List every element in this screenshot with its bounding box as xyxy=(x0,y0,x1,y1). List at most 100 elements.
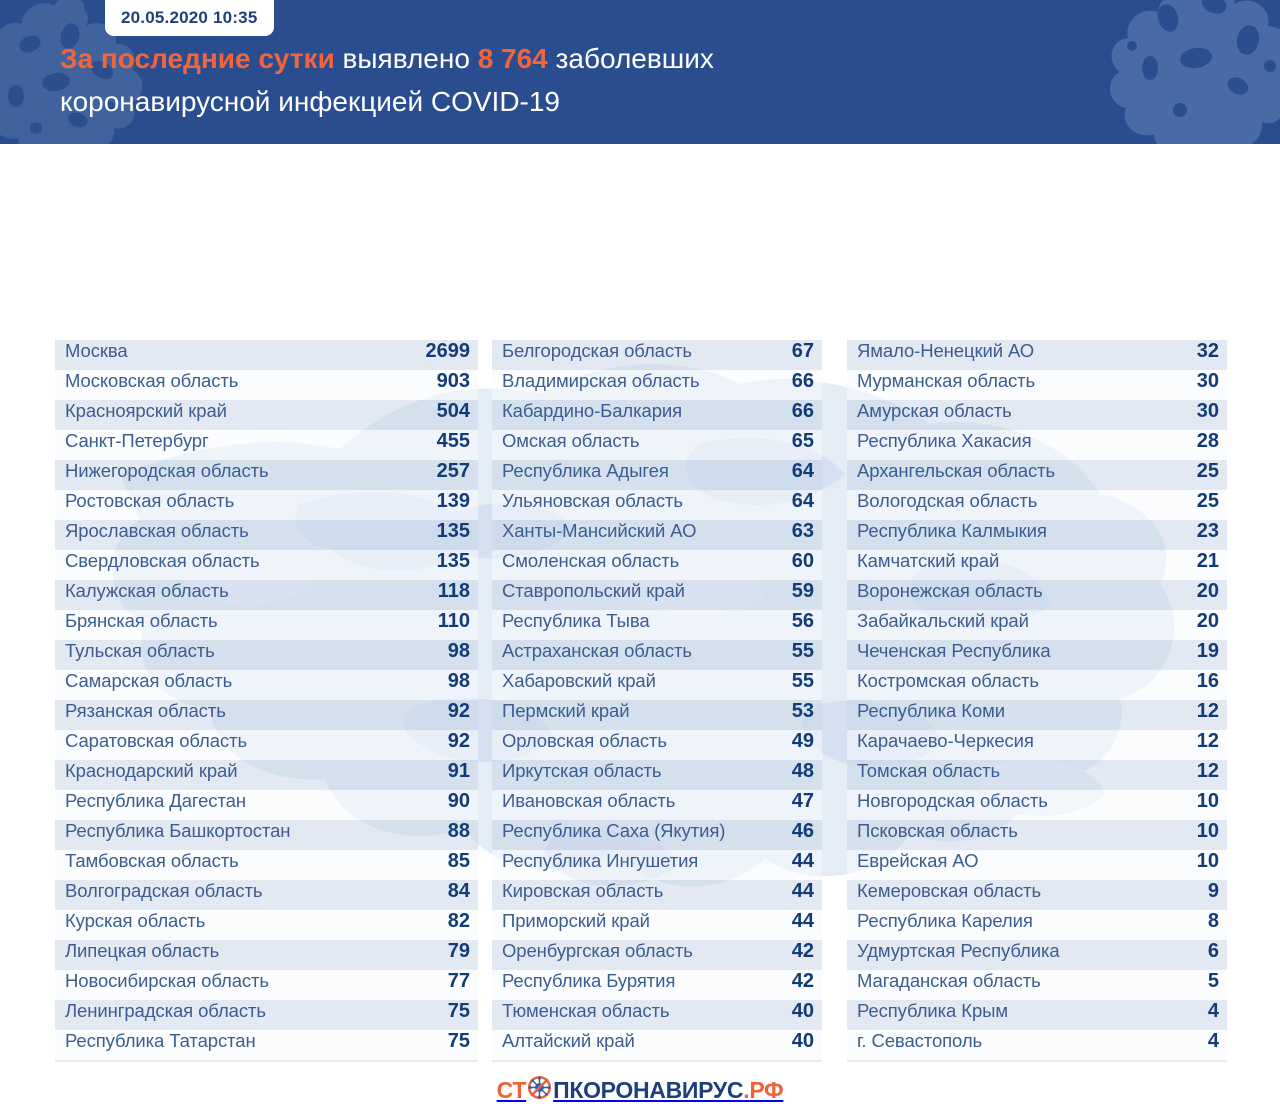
region-name: Республика Татарстан xyxy=(65,1030,256,1051)
region-name: Удмуртская Республика xyxy=(857,940,1060,961)
table-row: Брянская область 110 xyxy=(55,610,478,640)
region-name: Томская область xyxy=(857,760,1001,781)
region-value: 40 xyxy=(791,1000,814,1022)
table-row: Смоленская область 60 xyxy=(492,550,822,580)
table-row: Республика Коми 12 xyxy=(847,700,1227,730)
region-name: Амурская область xyxy=(857,400,1012,421)
region-value: 92 xyxy=(447,700,470,722)
virus-decoration-right-icon xyxy=(1110,0,1280,144)
table-row: Кировская область 44 xyxy=(492,880,822,910)
region-name: Новгородская область xyxy=(857,790,1048,811)
region-value: 135 xyxy=(436,520,470,542)
region-value: 90 xyxy=(447,790,470,812)
logo-prefix: СТ xyxy=(496,1076,527,1103)
region-value: 135 xyxy=(436,550,470,572)
table-row: г. Севастополь 4 xyxy=(847,1030,1227,1060)
region-name: Мурманская область xyxy=(857,370,1036,391)
region-value: 91 xyxy=(447,760,470,782)
region-name: Свердловская область xyxy=(65,550,260,571)
region-value: 79 xyxy=(447,940,470,962)
region-value: 64 xyxy=(791,490,814,512)
table-row: Нижегородская область 257 xyxy=(55,460,478,490)
regions-columns: Москва 2699 Московская область 903 Красноярс… xyxy=(0,144,1280,1118)
region-value: 64 xyxy=(791,460,814,482)
table-row: Омская область 65 xyxy=(492,430,822,460)
region-value: 23 xyxy=(1196,520,1219,542)
region-name: Республика Адыгея xyxy=(502,460,669,481)
region-name: Тамбовская область xyxy=(65,850,239,871)
region-name: Ивановская область xyxy=(502,790,676,811)
table-row: Кемеровская область 9 xyxy=(847,880,1227,910)
region-value: 42 xyxy=(791,940,814,962)
region-value: 10 xyxy=(1196,790,1219,812)
region-value: 85 xyxy=(447,850,470,872)
region-value: 98 xyxy=(447,670,470,692)
region-name: Республика Ингушетия xyxy=(502,850,699,871)
table-row: Воронежская область 20 xyxy=(847,580,1227,610)
table-row: Ивановская область 47 xyxy=(492,790,822,820)
table-row: Рязанская область 92 xyxy=(55,700,478,730)
region-value: 12 xyxy=(1196,700,1219,722)
footer: СТ xyxy=(0,1062,1280,1118)
table-row: Еврейская АО 10 xyxy=(847,850,1227,880)
region-value: 56 xyxy=(791,610,814,632)
table-row: Калужская область 118 xyxy=(55,580,478,610)
region-name: Курская область xyxy=(65,910,206,931)
region-value: 455 xyxy=(436,430,470,452)
table-row: Самарская область 98 xyxy=(55,670,478,700)
stopkoronavirus-logo-link[interactable]: СТ xyxy=(497,1075,784,1106)
data-body: Москва 2699 Московская область 903 Красноярс… xyxy=(0,144,1280,1118)
headline-accent: За последние сутки xyxy=(60,43,335,74)
region-value: 6 xyxy=(1207,940,1219,962)
region-name: Республика Калмыкия xyxy=(857,520,1047,541)
region-value: 82 xyxy=(447,910,470,932)
region-name: Москва xyxy=(65,340,128,361)
region-value: 21 xyxy=(1196,550,1219,572)
region-value: 20 xyxy=(1196,580,1219,602)
column-2: Белгородская область 67 Владимирская облас… xyxy=(492,340,822,1118)
table-row: Республика Калмыкия 23 xyxy=(847,520,1227,550)
region-name: Белгородская область xyxy=(502,340,692,361)
region-name: Кабардино-Балкария xyxy=(502,400,683,421)
region-value: 19 xyxy=(1196,640,1219,662)
region-name: Иркутская область xyxy=(502,760,662,781)
region-value: 47 xyxy=(791,790,814,812)
region-name: Чеченская Республика xyxy=(857,640,1051,661)
region-value: 44 xyxy=(791,880,814,902)
headline-count: 8 764 xyxy=(477,43,548,74)
region-value: 257 xyxy=(436,460,470,482)
table-row: Псковская область 10 xyxy=(847,820,1227,850)
table-row: Красноярский край 504 xyxy=(55,400,478,430)
region-name: Ленинградская область xyxy=(65,1000,266,1021)
region-name: Владимирская область xyxy=(502,370,700,391)
table-row: Мурманская область 30 xyxy=(847,370,1227,400)
headline: За последние сутки выявлено 8 764 заболе… xyxy=(60,40,714,121)
region-value: 48 xyxy=(791,760,814,782)
table-row: Архангельская область 25 xyxy=(847,460,1227,490)
region-value: 2699 xyxy=(425,340,471,362)
table-row: Свердловская область 135 xyxy=(55,550,478,580)
region-value: 65 xyxy=(791,430,814,452)
table-row: Новосибирская область 77 xyxy=(55,970,478,1000)
region-name: Республика Хакасия xyxy=(857,430,1032,451)
region-name: Хабаровский край xyxy=(502,670,656,691)
region-value: 46 xyxy=(791,820,814,842)
region-name: Республика Бурятия xyxy=(502,970,676,991)
region-name: Омская область xyxy=(502,430,640,451)
region-value: 903 xyxy=(436,370,470,392)
table-row: Астраханская область 55 xyxy=(492,640,822,670)
region-name: Республика Тыва xyxy=(502,610,650,631)
region-value: 55 xyxy=(791,670,814,692)
header-banner: 20.05.2020 10:35 За последние сутки выяв… xyxy=(0,0,1280,144)
region-value: 118 xyxy=(437,580,470,602)
headline-text-1: выявлено xyxy=(334,43,478,74)
logo-suffix: РФ xyxy=(749,1076,784,1103)
table-row: Пермский край 53 xyxy=(492,700,822,730)
region-name: Забайкальский край xyxy=(857,610,1029,631)
table-row: Саратовская область 92 xyxy=(55,730,478,760)
column-3: Ямало-Ненецкий АО 32 Мурманская область 30 А… xyxy=(847,340,1227,1118)
region-name: Оренбургская область xyxy=(502,940,693,961)
region-name: Ульяновская область xyxy=(502,490,683,511)
region-name: Пермский край xyxy=(502,700,630,721)
logo-dot: . xyxy=(743,1076,750,1103)
